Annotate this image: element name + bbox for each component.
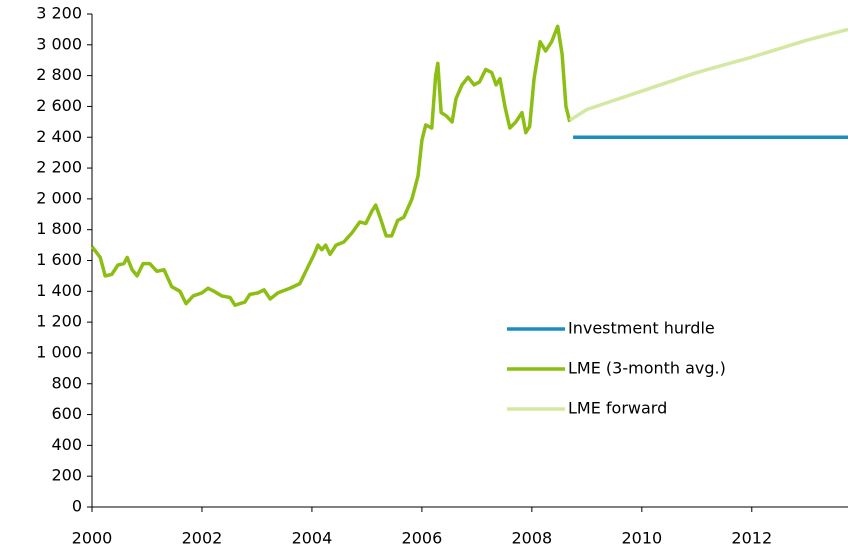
y-tick-label: 3 200	[36, 4, 82, 23]
y-tick-label: 3 000	[36, 34, 82, 53]
x-tick-label: 2000	[72, 529, 113, 548]
y-tick-label: 1 800	[36, 219, 82, 238]
y-tick-label: 0	[72, 497, 82, 516]
y-tick-label: 2 000	[36, 188, 82, 207]
y-tick-label: 2 600	[36, 96, 82, 115]
series-line	[90, 24, 572, 307]
x-tick-label: 2002	[182, 529, 223, 548]
legend-label: LME (3-month avg.)	[568, 359, 726, 378]
series-line	[568, 27, 848, 122]
x-tick-label: 2006	[402, 529, 443, 548]
y-tick-label: 1 200	[36, 312, 82, 331]
y-tick-label: 2 400	[36, 127, 82, 146]
y-tick-label: 200	[51, 466, 82, 485]
x-tick-label: 2010	[621, 529, 662, 548]
y-tick-label: 800	[51, 373, 82, 392]
x-tick-label: 2008	[511, 529, 552, 548]
legend-label: Investment hurdle	[568, 319, 715, 338]
y-tick-label: 600	[51, 404, 82, 423]
y-tick-label: 400	[51, 435, 82, 454]
y-tick-label: 1 000	[36, 342, 82, 361]
x-tick-label: 2004	[292, 529, 333, 548]
legend-label: LME forward	[568, 399, 667, 418]
y-tick-label: 1 600	[36, 250, 82, 269]
x-tick-label: 2012	[731, 529, 772, 548]
y-tick-label: 2 800	[36, 65, 82, 84]
y-tick-label: 1 400	[36, 281, 82, 300]
y-tick-label: 2 200	[36, 158, 82, 177]
